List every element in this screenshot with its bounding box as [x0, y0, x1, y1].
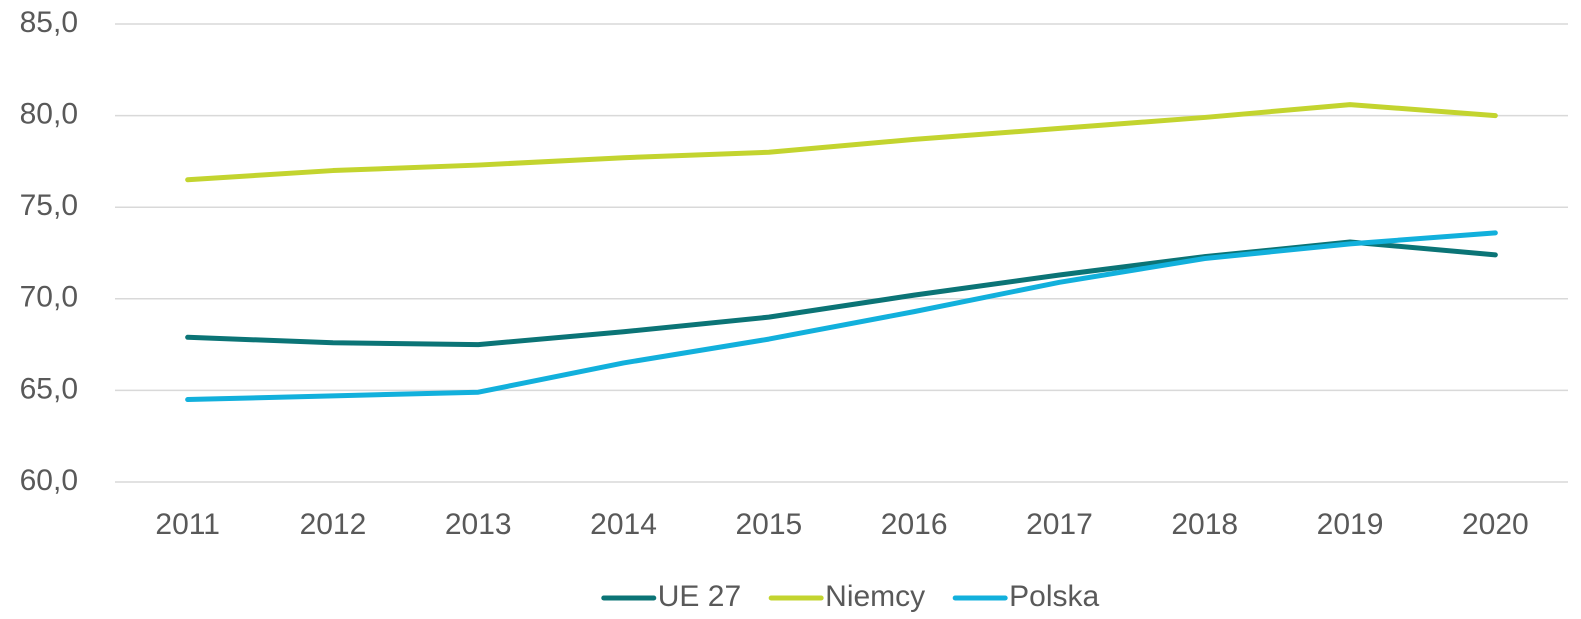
line-series — [185, 239, 1498, 348]
y-tick-label: 85,0 — [20, 6, 78, 39]
legend-label: Polska — [1009, 580, 1099, 613]
line-series — [185, 102, 1498, 183]
legend-label: UE 27 — [658, 580, 741, 613]
x-tick-label: 2017 — [1026, 508, 1093, 541]
y-tick-label: 80,0 — [20, 98, 78, 131]
x-tick-label: 2011 — [155, 508, 220, 541]
x-tick-label: 2020 — [1462, 508, 1529, 541]
line-series — [185, 230, 1498, 403]
x-tick-label: 2018 — [1171, 508, 1238, 541]
x-tick-label: 2012 — [300, 508, 367, 541]
x-tick-label: 2016 — [881, 508, 948, 541]
y-tick-label: 60,0 — [20, 464, 78, 497]
y-tick-label: 75,0 — [20, 189, 78, 222]
x-tick-label: 2013 — [445, 508, 512, 541]
y-tick-label: 70,0 — [20, 281, 78, 314]
x-tick-label: 2015 — [735, 508, 802, 541]
x-tick-label: 2019 — [1317, 508, 1384, 541]
legend-label: Niemcy — [825, 580, 925, 613]
y-tick-label: 65,0 — [20, 372, 78, 405]
x-tick-label: 2014 — [590, 508, 657, 541]
